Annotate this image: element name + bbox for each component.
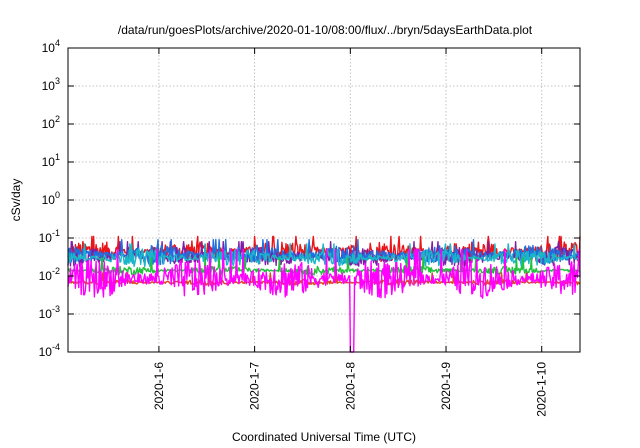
y-tick-label: 100 [42, 190, 60, 207]
y-tick-label: 10-1 [39, 228, 60, 245]
grid [68, 48, 580, 352]
y-tick-label: 102 [42, 114, 60, 131]
y-tick-label: 101 [42, 152, 60, 169]
y-axis: 10-4 10-3 10-2 10-1 100 101 102 103 104 [39, 38, 580, 359]
y-axis-label: cSv/day [9, 179, 23, 222]
y-tick-label: 10-4 [39, 342, 60, 359]
y-tick-label: 103 [42, 76, 60, 93]
x-axis-label: Coordinated Universal Time (UTC) [232, 430, 416, 444]
x-tick-label: 2020-1-6 [152, 362, 166, 410]
series-layer [67, 235, 581, 353]
x-tick-label: 2020-1-10 [535, 362, 549, 417]
x-tick-label: 2020-1-7 [248, 362, 262, 410]
y-tick-label: 10-3 [39, 304, 60, 321]
y-tick-label: 10-2 [39, 266, 60, 283]
chart-title: /data/run/goesPlots/archive/2020-01-10/0… [118, 23, 533, 37]
series-line [67, 243, 580, 268]
y-tick-label: 104 [42, 38, 60, 55]
series-line [67, 248, 581, 353]
x-axis: 2020-1-6 2020-1-7 2020-1-8 2020-1-9 2020-1-1… [152, 48, 549, 417]
x-tick-label: 2020-1-8 [343, 362, 357, 410]
x-tick-label: 2020-1-9 [439, 362, 453, 410]
